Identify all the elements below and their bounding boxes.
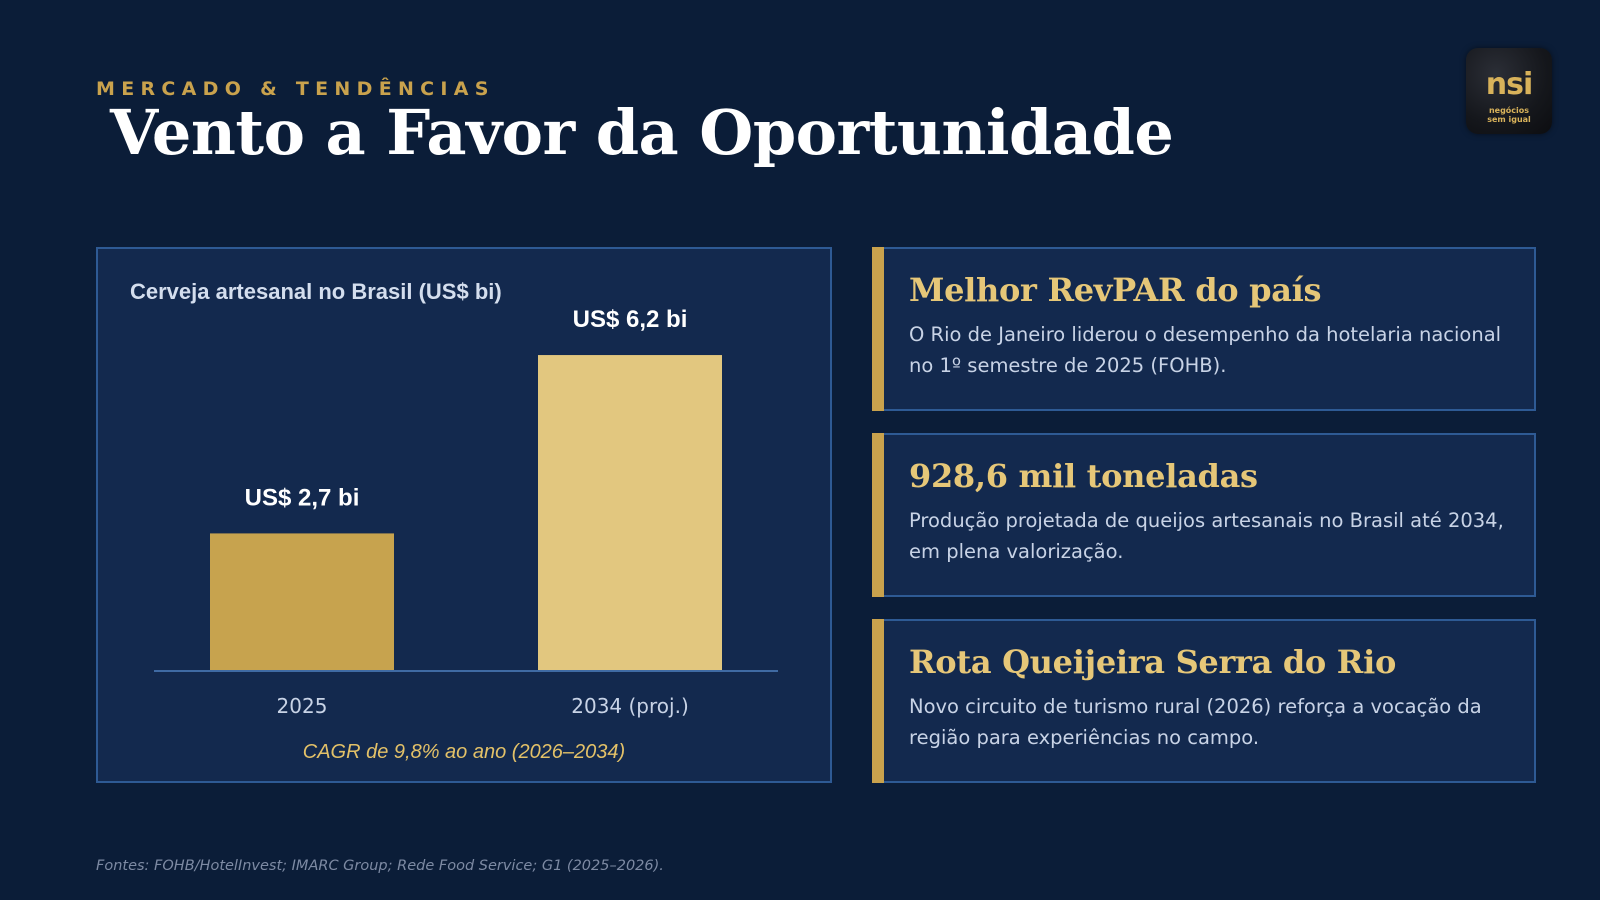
card-accent-bar: [872, 247, 884, 411]
chart-cagr-note: CAGR de 9,8% ao ano (2026–2034): [302, 741, 626, 763]
card-body: Produção projetada de queijos artesanais…: [909, 509, 1504, 563]
page-title: Vento a Favor da Oportunidade: [110, 96, 1174, 169]
logo-mark: nsi: [1485, 67, 1534, 102]
chart-title: Cerveja artesanal no Brasil (US$ bi): [130, 279, 502, 304]
brand-logo: nsi negócios sem igual: [1466, 48, 1552, 134]
card-title: Melhor RevPAR do país: [909, 271, 1322, 309]
card-body: O Rio de Janeiro liderou o desempenho da…: [909, 323, 1502, 377]
card-queijos: 928,6 mil toneladas Produção projetada d…: [872, 433, 1536, 597]
logo-tagline-line1: negócios: [1488, 106, 1530, 115]
card-title: 928,6 mil toneladas: [909, 457, 1258, 495]
bar-chart: US$ 2,7 bi 2025 US$ 6,2 bi 2034 (proj.): [154, 306, 778, 718]
card-rota-queijeira: Rota Queijeira Serra do Rio Novo circuit…: [872, 619, 1536, 783]
section-kicker: MERCADO & TENDÊNCIAS: [96, 78, 495, 100]
x-tick-label: 2025: [277, 694, 328, 718]
card-body: Novo circuito de turismo rural (2026) re…: [909, 695, 1482, 749]
bar-2025: [210, 533, 394, 671]
card-accent-bar: [872, 619, 884, 783]
card-accent-bar: [872, 433, 884, 597]
logo-tagline: negócios sem igual: [1466, 106, 1552, 124]
chart-panel: Cerveja artesanal no Brasil (US$ bi) US$…: [96, 247, 832, 783]
card-revpar: Melhor RevPAR do país O Rio de Janeiro l…: [872, 247, 1536, 411]
bar-2034-proj: [538, 355, 722, 671]
sources-footnote: Fontes: FOHB/HotelInvest; IMARC Group; R…: [96, 858, 664, 874]
card-title: Rota Queijeira Serra do Rio: [909, 643, 1396, 681]
bar-data-label: US$ 2,7 bi: [245, 484, 360, 511]
bar-data-label: US$ 6,2 bi: [573, 306, 688, 333]
x-tick-label: 2034 (proj.): [571, 694, 689, 718]
logo-tagline-line2: sem igual: [1487, 115, 1531, 124]
